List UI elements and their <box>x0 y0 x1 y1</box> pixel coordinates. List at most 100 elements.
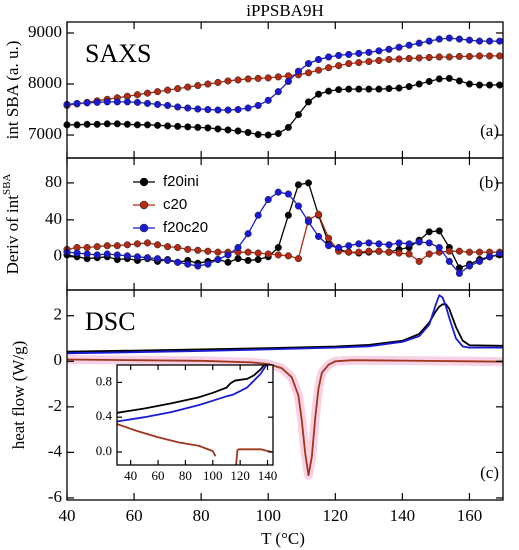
data-point <box>355 49 363 57</box>
data-point <box>335 62 343 70</box>
data-point <box>415 39 423 47</box>
data-point <box>375 247 383 255</box>
data-point <box>465 248 474 256</box>
legend-label: f20c20 <box>163 219 208 236</box>
data-point <box>294 111 302 119</box>
data-point <box>445 34 453 42</box>
data-point <box>234 243 242 252</box>
data-point <box>254 255 262 264</box>
series-line <box>117 365 266 414</box>
data-point <box>355 240 363 248</box>
data-point <box>284 123 292 131</box>
data-point <box>164 86 172 94</box>
data-point <box>395 239 403 247</box>
data-point <box>355 59 363 67</box>
data-point <box>254 101 262 109</box>
plot-area <box>66 294 504 480</box>
data-point <box>486 37 494 45</box>
data-point <box>304 60 313 68</box>
data-point <box>123 241 131 249</box>
data-point <box>214 125 222 133</box>
data-point <box>365 247 373 255</box>
data-point <box>496 37 504 45</box>
data-point <box>244 248 252 256</box>
data-point <box>304 218 313 226</box>
panel-letter: (c) <box>480 463 499 482</box>
data-point <box>475 81 484 89</box>
data-point <box>194 123 202 131</box>
legend-marker <box>139 200 149 210</box>
data-point <box>385 45 393 53</box>
data-point <box>355 85 363 93</box>
data-point <box>103 98 111 106</box>
data-point <box>154 241 162 249</box>
data-point <box>294 181 302 189</box>
data-point <box>274 129 282 138</box>
data-point <box>425 250 433 258</box>
panel-letter: (b) <box>479 173 499 192</box>
data-point <box>465 80 474 88</box>
data-point <box>304 179 313 187</box>
data-point <box>174 85 182 93</box>
data-point <box>73 99 81 107</box>
data-point <box>365 48 373 56</box>
data-point <box>234 105 242 114</box>
data-point <box>244 128 252 137</box>
y-tick-label: 40 <box>45 209 62 228</box>
data-point <box>194 81 202 90</box>
data-point <box>264 96 272 104</box>
y-tick-label: 0.8 <box>96 373 112 388</box>
data-point <box>224 258 232 266</box>
data-point <box>214 78 222 87</box>
data-point <box>224 106 232 114</box>
legend-marker <box>139 223 149 233</box>
data-point <box>113 98 121 106</box>
data-point <box>425 37 433 45</box>
data-point <box>284 190 292 198</box>
data-point <box>385 248 393 256</box>
data-point <box>274 188 282 196</box>
data-point <box>164 256 172 265</box>
data-point <box>345 248 353 256</box>
x-tick-label: 120 <box>230 468 250 483</box>
data-point <box>224 126 232 134</box>
data-point <box>204 124 212 132</box>
y-axis-label-text: int SBA (a. u.) <box>3 41 22 140</box>
data-point <box>395 84 403 92</box>
legend-marker <box>139 177 149 187</box>
data-point <box>375 56 383 65</box>
data-point <box>435 53 443 61</box>
data-point <box>304 98 313 106</box>
x-tick-label: 160 <box>457 506 483 525</box>
x-tick-label: 100 <box>255 506 281 525</box>
series-line <box>66 294 503 355</box>
data-point <box>375 240 383 248</box>
data-point <box>164 122 172 130</box>
y-tick-label: -2 <box>48 396 62 415</box>
data-point <box>314 232 323 241</box>
data-point <box>264 195 272 204</box>
data-point <box>244 75 252 83</box>
data-point <box>345 242 353 250</box>
data-point <box>335 86 343 94</box>
series-line <box>66 213 500 263</box>
y-tick-label: 0 <box>54 246 63 265</box>
plot-area <box>63 34 504 139</box>
data-point <box>83 243 91 252</box>
data-point <box>244 104 252 112</box>
data-point <box>264 250 272 258</box>
x-tick-label: 40 <box>59 506 76 525</box>
data-point <box>234 127 242 135</box>
data-point <box>254 249 262 257</box>
data-point <box>385 55 393 64</box>
data-point <box>335 243 343 252</box>
data-point <box>174 243 182 252</box>
data-point <box>355 248 363 256</box>
data-point <box>234 255 242 263</box>
data-point <box>274 243 282 252</box>
data-point <box>284 252 292 260</box>
x-tick-label: 80 <box>179 468 192 483</box>
frame <box>66 289 504 501</box>
data-point <box>325 242 333 250</box>
series-line <box>117 365 268 423</box>
